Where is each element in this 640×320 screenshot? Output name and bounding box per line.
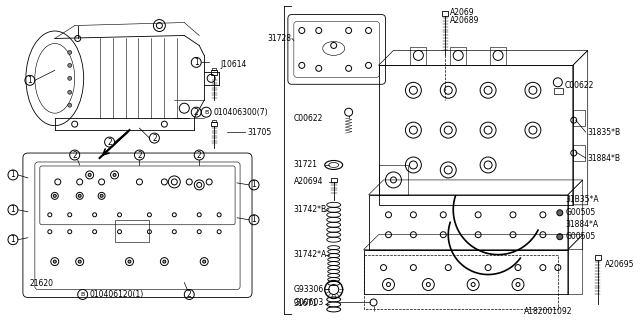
Circle shape: [88, 173, 91, 176]
Text: B: B: [81, 292, 85, 297]
Circle shape: [53, 194, 56, 197]
Bar: [573, 110, 585, 126]
Circle shape: [203, 260, 205, 263]
Text: 2: 2: [197, 150, 202, 159]
Bar: [212, 68, 216, 70]
Text: 2: 2: [152, 133, 157, 143]
Text: 31721: 31721: [294, 161, 318, 170]
Text: 31835*B: 31835*B: [588, 128, 621, 137]
Bar: [211, 70, 217, 75]
Circle shape: [128, 260, 131, 263]
Bar: [364, 250, 568, 294]
Bar: [331, 178, 337, 182]
Text: 2: 2: [137, 150, 142, 159]
Text: A20695: A20695: [605, 260, 634, 269]
Text: 31705: 31705: [247, 128, 271, 137]
Circle shape: [68, 103, 72, 107]
Bar: [364, 255, 558, 309]
Text: 1: 1: [252, 215, 257, 224]
Bar: [442, 11, 448, 16]
Bar: [554, 88, 563, 94]
Text: 31742*B: 31742*B: [294, 205, 327, 214]
Text: G00603: G00603: [294, 298, 324, 307]
Circle shape: [68, 63, 72, 68]
Bar: [212, 120, 216, 122]
Text: B: B: [204, 110, 208, 115]
Text: 1: 1: [11, 171, 15, 180]
Bar: [369, 195, 568, 250]
Text: 31B35*A: 31B35*A: [566, 195, 600, 204]
Circle shape: [68, 90, 72, 94]
Text: 1: 1: [252, 180, 257, 189]
Circle shape: [53, 260, 56, 263]
Text: 31742*A: 31742*A: [294, 250, 327, 259]
Text: G00505: G00505: [566, 208, 596, 217]
Text: 2: 2: [107, 138, 112, 147]
Text: 31884*B: 31884*B: [588, 154, 621, 163]
Circle shape: [78, 260, 81, 263]
Circle shape: [78, 194, 81, 197]
Text: A2069: A2069: [451, 8, 475, 17]
Text: 010406120(1): 010406120(1): [90, 290, 144, 299]
Text: A182001092: A182001092: [524, 307, 573, 316]
Text: 1: 1: [194, 58, 198, 67]
Circle shape: [113, 173, 116, 176]
Bar: [490, 47, 506, 65]
Circle shape: [557, 234, 563, 240]
Text: 1: 1: [28, 76, 32, 85]
Text: G00505: G00505: [566, 232, 596, 241]
Text: 1: 1: [11, 235, 15, 244]
Bar: [595, 255, 601, 260]
Text: 21620: 21620: [30, 279, 54, 288]
Text: A20689: A20689: [451, 16, 479, 25]
Text: 2: 2: [194, 108, 198, 117]
Text: G93306: G93306: [294, 285, 324, 294]
Circle shape: [68, 51, 72, 54]
Text: 31884*A: 31884*A: [566, 220, 599, 229]
Bar: [211, 122, 217, 126]
Text: 2: 2: [72, 150, 77, 159]
Circle shape: [100, 194, 103, 197]
Circle shape: [68, 76, 72, 80]
Text: A20694: A20694: [294, 177, 323, 187]
Bar: [410, 47, 426, 65]
Text: 1: 1: [11, 205, 15, 214]
Circle shape: [557, 210, 563, 216]
Bar: [378, 165, 408, 195]
Bar: [378, 65, 573, 205]
Text: C00622: C00622: [294, 114, 323, 123]
Circle shape: [163, 260, 166, 263]
Bar: [115, 220, 149, 242]
Text: 31728: 31728: [268, 34, 292, 43]
Text: J10614: J10614: [220, 60, 246, 69]
Bar: [573, 145, 585, 161]
Text: 010406300(7): 010406300(7): [213, 108, 268, 117]
Text: 31671: 31671: [294, 299, 318, 308]
Text: 2: 2: [187, 290, 191, 299]
Bar: [451, 47, 466, 65]
Text: C00622: C00622: [564, 81, 594, 90]
